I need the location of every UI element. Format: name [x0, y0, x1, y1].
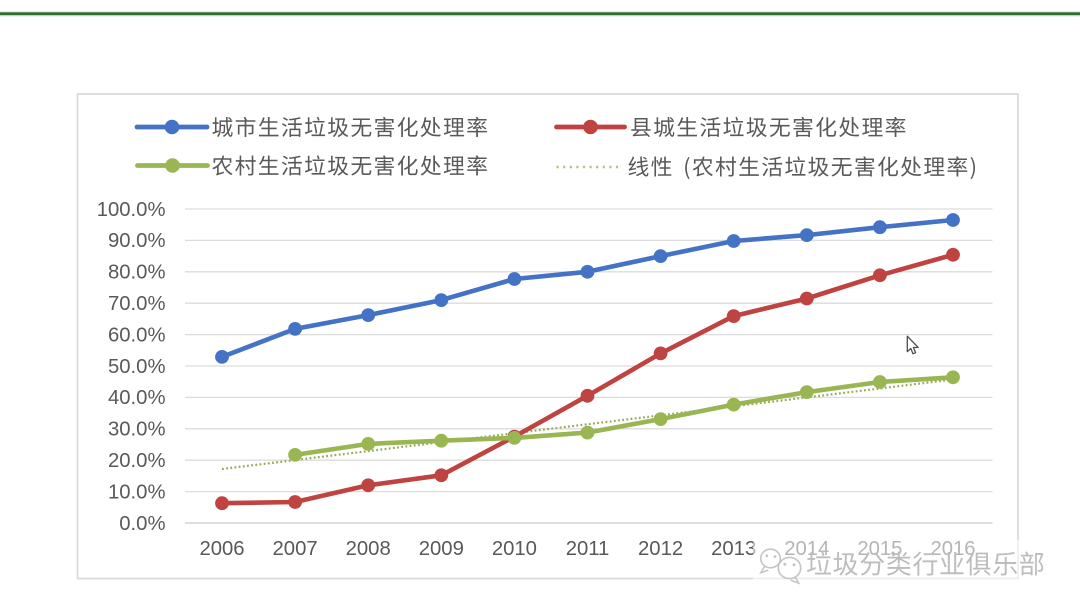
svg-text:100.0%: 100.0% — [97, 199, 166, 221]
svg-text:2006: 2006 — [199, 538, 244, 560]
svg-text:10.0%: 10.0% — [108, 481, 166, 503]
svg-text:2007: 2007 — [273, 538, 318, 560]
svg-text:60.0%: 60.0% — [108, 324, 166, 346]
svg-text:2010: 2010 — [492, 538, 537, 560]
svg-text:80.0%: 80.0% — [108, 262, 166, 284]
svg-text:40.0%: 40.0% — [108, 387, 166, 409]
svg-text:30.0%: 30.0% — [108, 419, 166, 441]
svg-text:50.0%: 50.0% — [108, 356, 166, 378]
svg-text:0.0%: 0.0% — [119, 513, 165, 535]
svg-text:2009: 2009 — [419, 538, 464, 560]
svg-text:2011: 2011 — [566, 538, 610, 560]
svg-text:70.0%: 70.0% — [108, 293, 166, 315]
svg-text:2013: 2013 — [711, 538, 756, 560]
svg-text:2012: 2012 — [638, 538, 683, 560]
svg-text:2008: 2008 — [346, 538, 391, 560]
svg-text:20.0%: 20.0% — [108, 450, 166, 472]
svg-text:90.0%: 90.0% — [108, 230, 166, 252]
